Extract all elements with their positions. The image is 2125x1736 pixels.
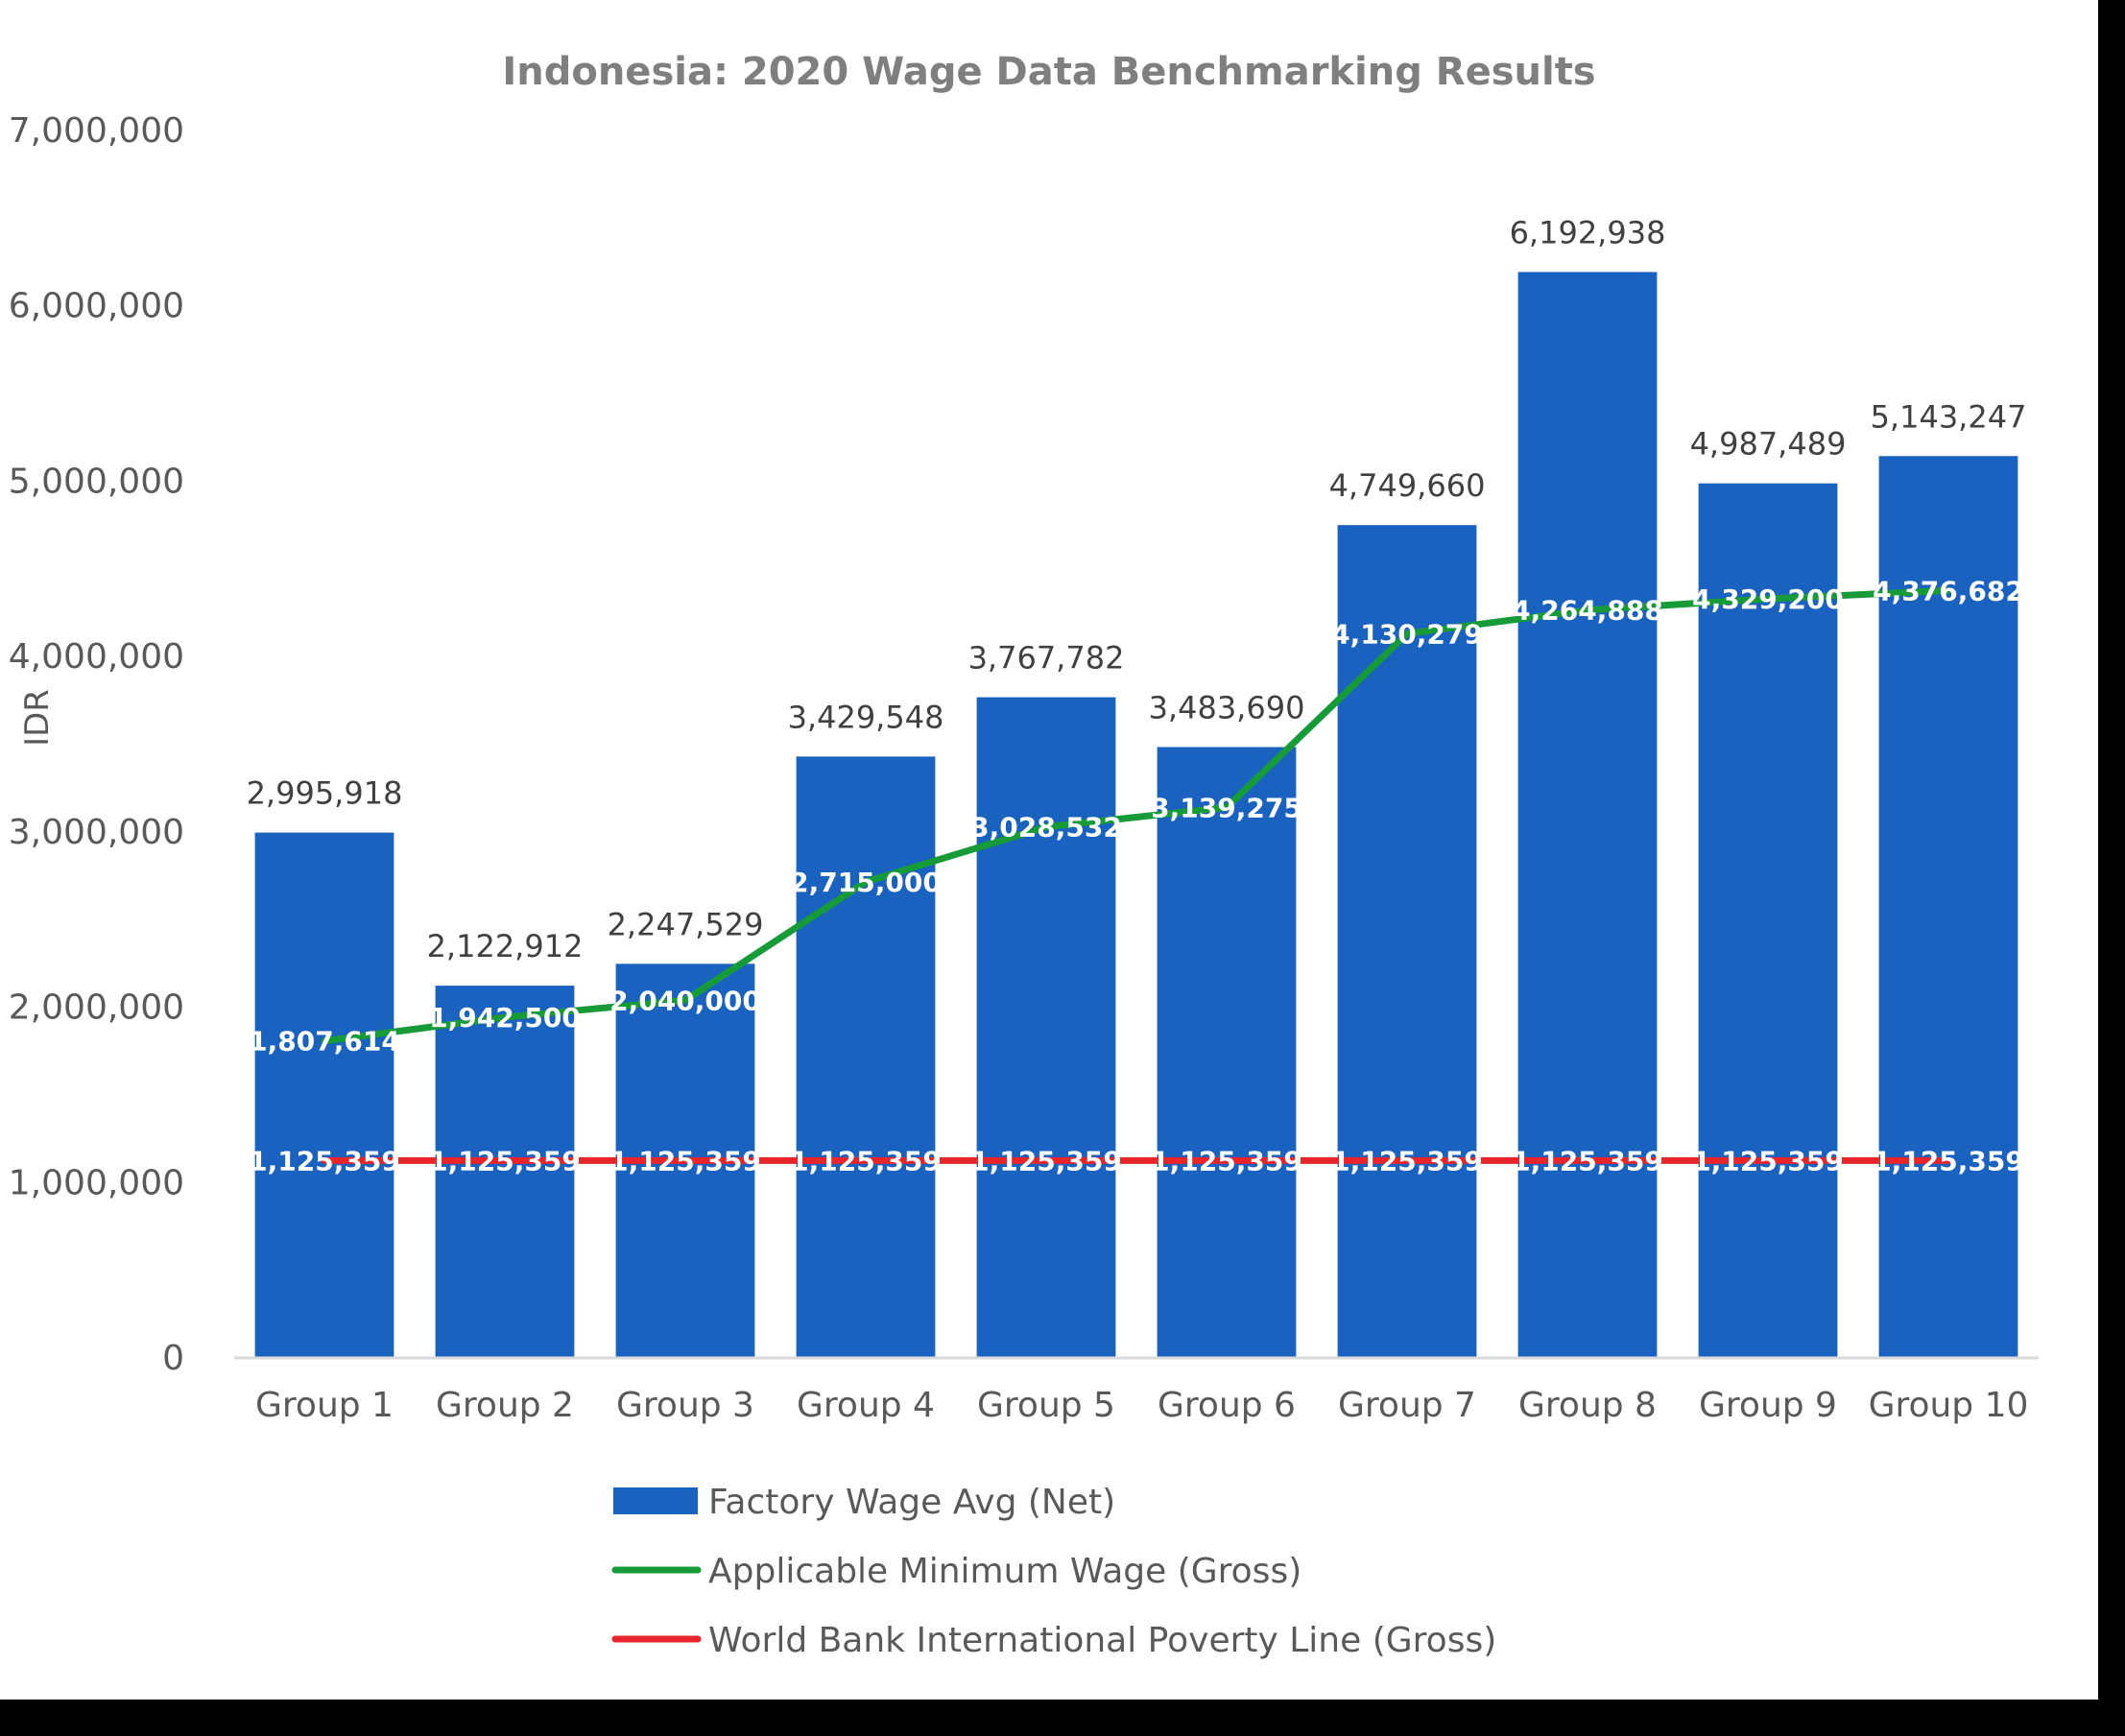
legend: Factory Wage Avg (Net) Applicable Minimum… — [611, 1483, 1496, 1660]
line-series — [321, 586, 1952, 1164]
y-tick-label: 0 — [162, 1339, 184, 1378]
x-tick-label: Group 3 — [616, 1386, 754, 1425]
y-tick-label: 5,000,000 — [9, 462, 184, 501]
y-tick-label: 1,000,000 — [9, 1163, 184, 1202]
bar-value-labels: 2,995,918 2,122,912 2,247,529 3,429,548 3,76… — [247, 214, 2027, 964]
x-tick-label: Group 8 — [1518, 1386, 1657, 1425]
legend-label: Applicable Minimum Wage (Gross) — [708, 1552, 1301, 1591]
y-tick-label: 2,000,000 — [9, 988, 184, 1028]
bar-value-label: 6,192,938 — [1510, 214, 1666, 250]
line-value-label: 1,125,359 — [970, 1145, 1122, 1177]
line-value-label: 4,376,682 — [1873, 575, 2024, 606]
y-tick-label: 3,000,000 — [9, 813, 184, 852]
y-tick-label: 7,000,000 — [9, 111, 184, 151]
line-value-label: 3,139,275 — [1151, 792, 1302, 823]
bar — [435, 986, 575, 1358]
bar — [1517, 272, 1658, 1358]
line-value-label: 1,125,359 — [1873, 1145, 2024, 1177]
line-value-label: 1,125,359 — [1331, 1145, 1483, 1177]
line-value-label: 4,264,888 — [1512, 595, 1663, 627]
y-axis-ticks: 0 1,000,000 2,000,000 3,000,000 4,000,000 5,0… — [9, 111, 184, 1378]
x-tick-label: Group 2 — [436, 1386, 574, 1425]
bar-value-label: 5,143,247 — [1871, 398, 2027, 435]
line-value-label: 4,130,279 — [1331, 618, 1483, 650]
x-tick-label: Group 1 — [255, 1386, 394, 1425]
line-value-label: 1,125,359 — [790, 1145, 942, 1177]
bar — [976, 697, 1116, 1358]
legend-label: Factory Wage Avg (Net) — [708, 1483, 1115, 1522]
line-value-label: 1,125,359 — [249, 1145, 400, 1177]
bar-value-label: 2,247,529 — [608, 906, 764, 942]
line-value-label: 1,125,359 — [1692, 1145, 1844, 1177]
x-tick-label: Group 5 — [977, 1386, 1115, 1425]
x-tick-label: Group 9 — [1699, 1386, 1837, 1425]
y-tick-label: 4,000,000 — [9, 637, 184, 677]
bar-value-label: 2,995,918 — [247, 775, 403, 812]
line-value-labels: 1,807,614 1,942,500 2,040,000 2,715,000 3,02… — [249, 575, 2024, 1177]
line-value-label: 1,125,359 — [429, 1145, 581, 1177]
line-value-label: 1,125,359 — [609, 1145, 761, 1177]
x-tick-label: Group 7 — [1338, 1386, 1476, 1425]
bar — [254, 832, 394, 1358]
bar-value-label: 3,767,782 — [968, 640, 1125, 677]
line-value-label: 1,125,359 — [1151, 1145, 1302, 1177]
bar-series — [254, 272, 2018, 1359]
bar-value-label: 2,122,912 — [427, 928, 584, 964]
bar-value-label: 3,483,690 — [1149, 689, 1305, 725]
x-tick-label: Group 4 — [797, 1386, 935, 1425]
y-axis-label: IDR — [18, 689, 57, 747]
line-value-label: 2,715,000 — [790, 867, 942, 898]
chart-title: Indonesia: 2020 Wage Data Benchmarking R… — [502, 50, 1595, 94]
x-tick-label: Group 6 — [1158, 1386, 1296, 1425]
chart-panel: Indonesia: 2020 Wage Data Benchmarking R… — [0, 0, 2098, 1700]
line-value-label: 1,942,500 — [429, 1002, 581, 1034]
line-value-label: 3,028,532 — [970, 812, 1122, 844]
bar — [796, 756, 936, 1358]
line-value-label: 4,329,200 — [1692, 583, 1844, 615]
x-tick-label: Group 10 — [1869, 1386, 2029, 1425]
line-value-label: 1,125,359 — [1512, 1145, 1663, 1177]
x-axis-ticks: Group 1 Group 2 Group 3 Group 4 Group 5 Group… — [255, 1386, 2028, 1425]
chart-canvas: Indonesia: 2020 Wage Data Benchmarking R… — [9, 50, 2039, 1660]
bar — [1698, 483, 1838, 1359]
bar — [1878, 456, 2018, 1358]
legend-swatch — [613, 1487, 698, 1514]
line-value-label: 1,807,614 — [249, 1026, 400, 1058]
bar — [1337, 525, 1477, 1358]
line-value-label: 2,040,000 — [609, 985, 761, 1016]
series-line — [321, 586, 1952, 1045]
bar — [1157, 747, 1297, 1358]
bar-value-label: 4,749,660 — [1329, 467, 1486, 504]
bar-value-label: 4,987,489 — [1690, 426, 1847, 463]
y-tick-label: 6,000,000 — [9, 287, 184, 326]
legend-label: World Bank International Poverty Line (G… — [708, 1621, 1496, 1660]
bar-value-label: 3,429,548 — [788, 699, 944, 735]
